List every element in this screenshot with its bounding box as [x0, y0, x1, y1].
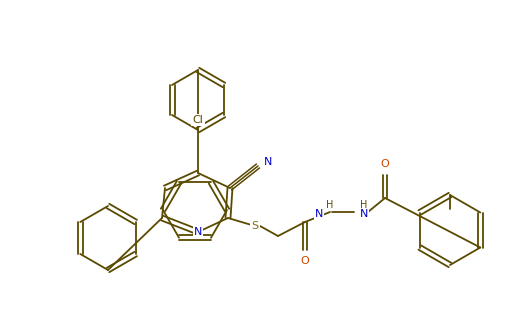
Text: Cl: Cl: [192, 115, 203, 125]
Text: N: N: [315, 209, 323, 219]
Text: H: H: [326, 200, 334, 210]
Text: N: N: [194, 227, 202, 237]
Text: O: O: [300, 256, 309, 266]
Text: H: H: [360, 200, 367, 210]
Text: N: N: [360, 209, 368, 219]
Text: N: N: [264, 157, 272, 167]
Text: S: S: [251, 221, 259, 231]
Text: O: O: [380, 159, 389, 169]
